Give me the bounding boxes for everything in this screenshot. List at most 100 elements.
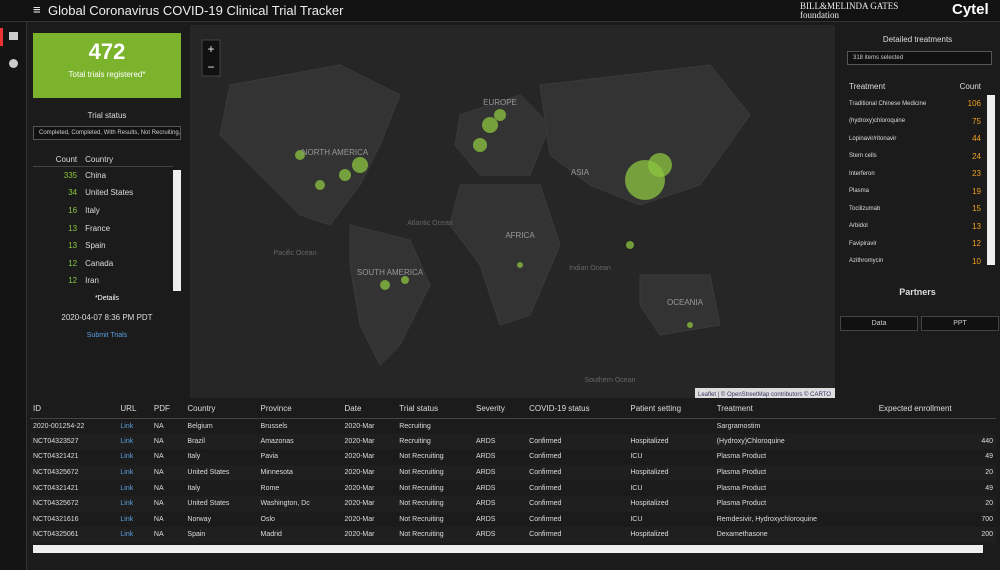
map-label: EUROPE [483, 98, 517, 107]
table-cell: Rome [260, 484, 280, 492]
table-cell[interactable]: Link [117, 433, 151, 450]
column-header[interactable]: Treatment [713, 400, 876, 419]
zoom-in[interactable]: + [207, 42, 214, 56]
treatment-cell: Arbidol [849, 223, 868, 230]
scrollbar[interactable] [987, 95, 995, 265]
table-cell[interactable]: Link [117, 464, 151, 481]
table-cell: NA [150, 464, 185, 481]
table-cell: Belgium [187, 422, 213, 430]
column-header[interactable]: Province [257, 400, 342, 419]
column-header[interactable]: Date [341, 400, 397, 419]
treatment-cell: (hydroxy)chloroquine [849, 118, 906, 125]
zoom-out[interactable]: − [207, 60, 214, 74]
trial-row: 2020-001254-22 Link NA Belgium Brussels 2020-… [30, 418, 996, 434]
country-cell: Canada [85, 258, 114, 268]
column-header[interactable]: URL [117, 400, 151, 419]
column-header: Count [959, 81, 981, 91]
table-cell: Hospitalized [627, 527, 714, 543]
table-cell: Confirmed [529, 453, 562, 461]
scrollbar[interactable] [173, 170, 181, 291]
map: + − NORTH AMERICA SOUTH AMERICA EUROPE AFRICA… [190, 25, 835, 398]
table-cell: (Hydroxy)Chloroquine [713, 433, 876, 450]
submit-link[interactable]: Submit Trials [86, 332, 128, 339]
column-header: Count [33, 153, 82, 167]
treatment-cell: Lopinavir/ritonavir [849, 135, 897, 142]
top-bar: ≡ Global Coronavirus COVID-19 Clinical T… [0, 0, 1000, 22]
country-cell: France [85, 223, 111, 233]
table-cell: United States [184, 464, 258, 481]
table-cell: 2020-Mar [344, 453, 375, 461]
column-header[interactable]: COVID-19 status [526, 400, 628, 419]
trial-status-select[interactable]: Completed, Completed, With Results, Not … [33, 126, 181, 140]
table-cell[interactable]: Link [117, 527, 151, 543]
table-cell: Confirmed [529, 515, 562, 523]
map-label: Southern Ocean [585, 377, 636, 384]
table-cell: NA [150, 433, 185, 450]
zoom-control [201, 39, 221, 77]
column-header[interactable]: PDF [150, 400, 185, 419]
table-cell: Minnesota [257, 464, 342, 481]
table-cell: Plasma Product [716, 484, 767, 492]
column-header[interactable]: Patient setting [627, 400, 714, 419]
count-cell: 13 [68, 223, 78, 233]
table-cell: Plasma Product [716, 453, 767, 461]
active-indicator [0, 28, 3, 46]
table-cell: ICU [630, 453, 643, 461]
table-cell[interactable]: Link [120, 453, 134, 461]
table-cell: NCT04325672 [30, 464, 118, 481]
trial-row: NCT04323527 Link NA Brazil Amazonas 2020-Mar R… [30, 433, 996, 450]
table-cell: ARDS [475, 515, 496, 523]
trial-row: NCT04325061 Link NA Spain Madrid 2020-Mar Not … [30, 527, 996, 543]
gates-logo: BILL&MELINDA GATES foundation [800, 1, 899, 20]
table-cell: Confirmed [526, 433, 628, 450]
menu-icon[interactable]: ≡ [33, 2, 41, 17]
table-cell[interactable]: Link [120, 515, 134, 523]
map-label: AFRICA [505, 231, 535, 240]
table-cell: Amazonas [257, 433, 342, 450]
column-header[interactable]: ID [30, 400, 118, 419]
table-cell: Confirmed [526, 464, 628, 481]
column-header[interactable]: Expected enrollment [875, 400, 996, 419]
column-header[interactable]: Severity [472, 400, 527, 419]
trial-row: NCT04321421 Link NA Italy Rome 2020-Mar Not Re… [30, 480, 996, 496]
table-cell[interactable]: Link [120, 484, 134, 492]
country-cell: Italy [85, 205, 100, 215]
table-cell: 2020-Mar [344, 422, 375, 430]
kpi-value: 472 [88, 39, 126, 64]
table-cell: ARDS [472, 527, 527, 543]
count-cell: 13 [972, 221, 981, 231]
table-cell: NCT04321421 [33, 453, 79, 461]
map-label: Indian Ocean [569, 265, 611, 272]
treatment-row: Traditional Chinese Medicine 106 [845, 95, 985, 113]
table-cell: Recruiting [396, 433, 473, 450]
data-button[interactable]: Data [840, 316, 918, 331]
table-cell: ARDS [472, 495, 527, 512]
treatments-select[interactable]: 318 items selected [847, 51, 992, 65]
table-cell[interactable]: Link [117, 495, 151, 512]
column-header: Country [81, 153, 173, 167]
chart-nav-icon[interactable] [9, 32, 18, 40]
timestamp: 2020-04-07 8:36 PM PDT [61, 313, 153, 322]
table-cell: NCT04321421 [33, 484, 79, 492]
table-cell: NCT04321616 [33, 515, 79, 523]
table-cell: NCT04325672 [30, 495, 118, 512]
table-cell: Hospitalized [627, 464, 714, 481]
treatment-row: Arbidol 13 [845, 218, 985, 236]
table-cell: NCT04325061 [30, 527, 118, 543]
info-nav-icon[interactable] [9, 59, 18, 68]
country-cell: China [85, 171, 107, 181]
column-header[interactable]: Trial status [396, 400, 473, 419]
table-cell: 700 [981, 515, 993, 523]
table-cell[interactable]: Link [120, 422, 134, 430]
column-header[interactable]: Country [184, 400, 258, 419]
ppt-button[interactable]: PPT [921, 316, 999, 331]
table-cell: Not Recruiting [399, 515, 444, 523]
table-cell: NA [153, 515, 164, 523]
table-cell: NA [153, 422, 164, 430]
table-cell: Plasma Product [713, 464, 876, 481]
table-cell: Brussels [260, 422, 288, 430]
details-label: *Details [94, 295, 120, 302]
h-scrollbar[interactable] [33, 545, 983, 553]
count-cell: 19 [972, 186, 981, 196]
table-cell: 20 [875, 464, 996, 481]
